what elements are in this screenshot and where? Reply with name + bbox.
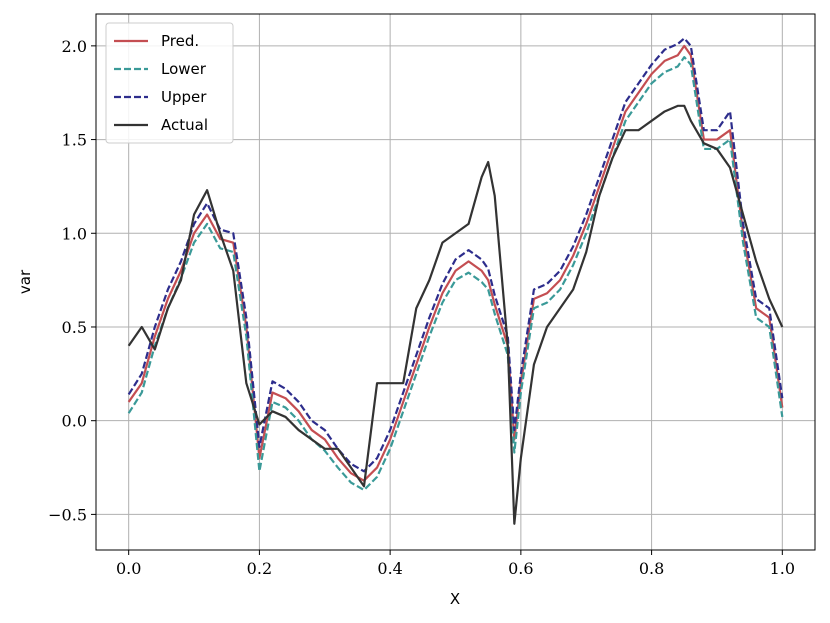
- series-line: [127, 56, 784, 492]
- x-tick-label: 0.2: [247, 559, 272, 578]
- plot-frame: [95, 13, 816, 551]
- legend-label: Actual: [161, 116, 208, 134]
- y-tick-label: 0.0: [62, 412, 87, 431]
- x-tick-label: 1.0: [770, 559, 795, 578]
- x-tick-label: 0.4: [377, 559, 402, 578]
- y-tick-label: 0.5: [62, 318, 87, 337]
- legend-label: Lower: [161, 60, 207, 78]
- legend-box: [105, 22, 234, 144]
- y-tick-label: 1.0: [62, 224, 87, 243]
- legend-label: Upper: [161, 88, 207, 106]
- series-line: [127, 104, 784, 525]
- x-tick-label: 0.6: [508, 559, 533, 578]
- x-axis-label: X: [450, 590, 460, 608]
- x-tick-label: 0.0: [116, 559, 141, 578]
- series-line: [127, 44, 784, 482]
- y-tick-label: −0.5: [48, 505, 87, 524]
- legend: Pred. Lower Upper Actual: [105, 22, 234, 144]
- y-axis-label: var: [16, 269, 34, 294]
- legend-label: Pred.: [161, 32, 199, 50]
- y-tick-label: 2.0: [62, 37, 87, 56]
- x-tick-label: 0.8: [639, 559, 664, 578]
- series-line: [127, 37, 784, 473]
- y-tick-label: 1.5: [62, 131, 87, 150]
